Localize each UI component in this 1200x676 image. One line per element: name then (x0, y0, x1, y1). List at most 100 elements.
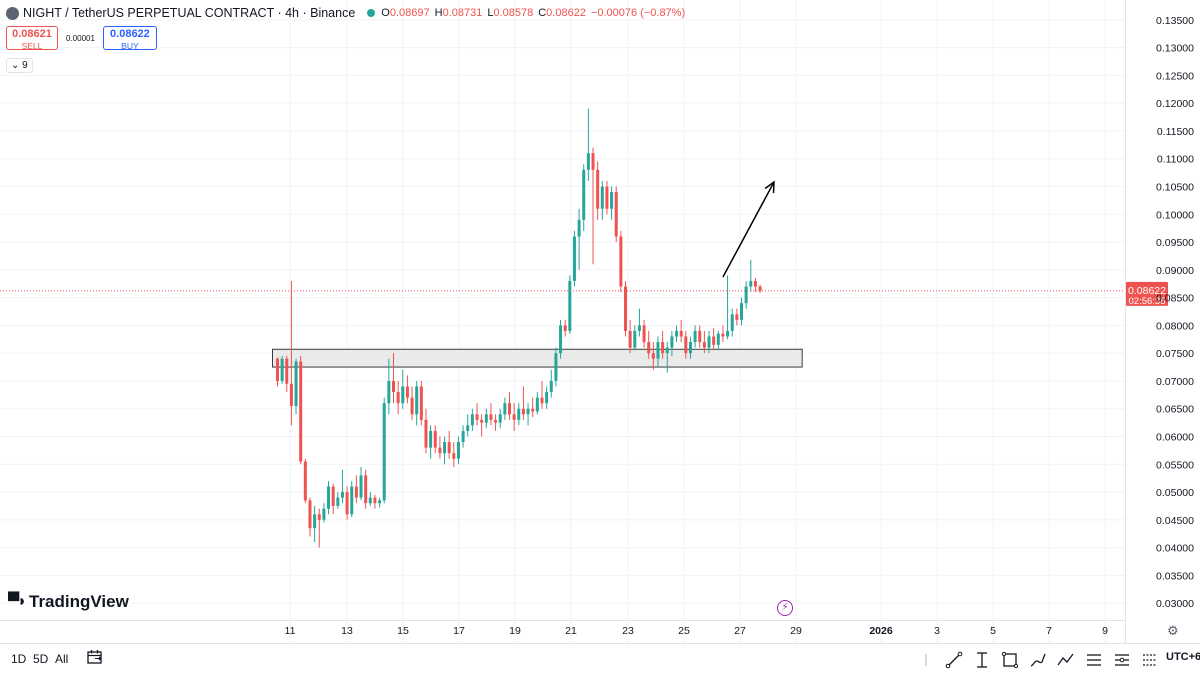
forecast-icon[interactable] (1136, 648, 1164, 672)
candle-body (526, 408, 530, 415)
candle (540, 380, 544, 409)
price-tick-label: 0.03000 (1156, 598, 1194, 610)
candle-body (378, 500, 382, 504)
time-tick-label: 19 (509, 625, 521, 637)
candle-body (726, 330, 730, 337)
candle-body (563, 325, 567, 331)
range-5d-button[interactable]: 5D (33, 652, 49, 666)
candle-body (382, 403, 386, 501)
candle-body (289, 383, 293, 406)
candle-body (531, 408, 535, 412)
candle (688, 336, 692, 359)
candle-body (512, 414, 516, 420)
candle-body (521, 408, 525, 415)
candle (577, 208, 581, 270)
candle (382, 397, 386, 504)
brush-icon[interactable] (1024, 648, 1052, 672)
candle-body (517, 408, 521, 420)
ohlc-low-label: L (487, 7, 494, 19)
candle (456, 436, 460, 465)
candle-body (443, 442, 447, 454)
candle (438, 436, 442, 459)
candle-body (498, 414, 502, 423)
symbol-logo-icon[interactable] (6, 6, 19, 20)
candle (424, 408, 428, 454)
candle (294, 358, 298, 415)
price-tick-label: 0.06000 (1156, 432, 1194, 444)
candle-body (624, 286, 627, 331)
candle (345, 486, 349, 520)
range-all-button[interactable]: All (55, 652, 69, 666)
candle (308, 497, 312, 537)
path-icon[interactable] (1052, 648, 1080, 672)
candle-body (294, 361, 298, 406)
candle (327, 480, 331, 515)
candle (517, 403, 521, 426)
long-position-icon[interactable] (1108, 648, 1136, 672)
candle (735, 308, 739, 326)
candle-body (317, 514, 321, 520)
candle (693, 325, 697, 348)
candle-body (508, 403, 511, 415)
candle-body (438, 447, 442, 454)
pattern-icon[interactable] (1080, 648, 1108, 672)
candle (303, 458, 307, 504)
candle-body (568, 280, 572, 331)
tradingview-logo[interactable]: ▀◗ TradingView (8, 592, 129, 612)
buy-label: BUY (121, 41, 139, 51)
candle (605, 180, 609, 215)
symbol-title[interactable]: NIGHT / TetherUS PERPETUAL CONTRACT · 4h… (23, 6, 356, 20)
settings-gear-icon[interactable]: ⚙ (1167, 623, 1179, 638)
candle (591, 147, 595, 265)
candle (726, 275, 730, 340)
calendar-range-icon[interactable] (86, 648, 104, 669)
candle (545, 386, 549, 409)
trend-line-icon[interactable] (940, 648, 968, 672)
candle (466, 414, 470, 437)
sell-button[interactable]: 0.08621 SELL (6, 26, 58, 51)
separator-icon (912, 648, 940, 672)
bottom-bar: 1D 5D All (0, 643, 1200, 676)
ohlc-change: −0.00076 (−0.87%) (590, 7, 686, 19)
price-tick-label: 0.12000 (1156, 98, 1194, 110)
candle-body (656, 342, 660, 359)
price-tick-label: 0.13500 (1156, 15, 1194, 27)
price-tick-label: 0.04000 (1156, 543, 1194, 555)
ohlc-open-label: O (381, 7, 390, 19)
ohlc-high-label: H (434, 7, 443, 19)
candle (299, 355, 303, 465)
candle (419, 380, 423, 426)
candle (586, 108, 590, 181)
candle (744, 280, 748, 309)
time-tick-label: 29 (790, 625, 802, 637)
candle (378, 497, 382, 508)
price-tick-label: 0.08500 (1156, 293, 1194, 305)
candle (716, 330, 720, 351)
candle-body (285, 358, 289, 384)
candle (280, 355, 284, 384)
indicators-toggle[interactable]: ⌄ 9 (6, 58, 33, 73)
candle (494, 414, 498, 431)
buy-button[interactable]: 0.08622 BUY (102, 26, 157, 51)
candle-body (554, 353, 558, 381)
candle-body (596, 169, 600, 209)
candle (276, 357, 279, 387)
candle (354, 475, 358, 504)
rectangle-icon[interactable] (996, 648, 1024, 672)
price-tick-label: 0.04500 (1156, 515, 1194, 527)
price-tick-label: 0.10000 (1156, 209, 1194, 221)
price-tick-label: 0.03500 (1156, 570, 1194, 582)
candle-body (327, 486, 331, 509)
candle-body (429, 430, 433, 448)
candle-body (299, 361, 303, 462)
candle (670, 330, 674, 356)
candle-body (577, 219, 581, 237)
lightning-icon[interactable]: ⚡ (777, 600, 793, 616)
range-1d-button[interactable]: 1D (11, 652, 27, 666)
candle-body (405, 386, 409, 398)
fib-icon[interactable] (968, 648, 996, 672)
candle-body (740, 303, 743, 320)
timezone-label[interactable]: UTC+6 (1166, 651, 1200, 663)
